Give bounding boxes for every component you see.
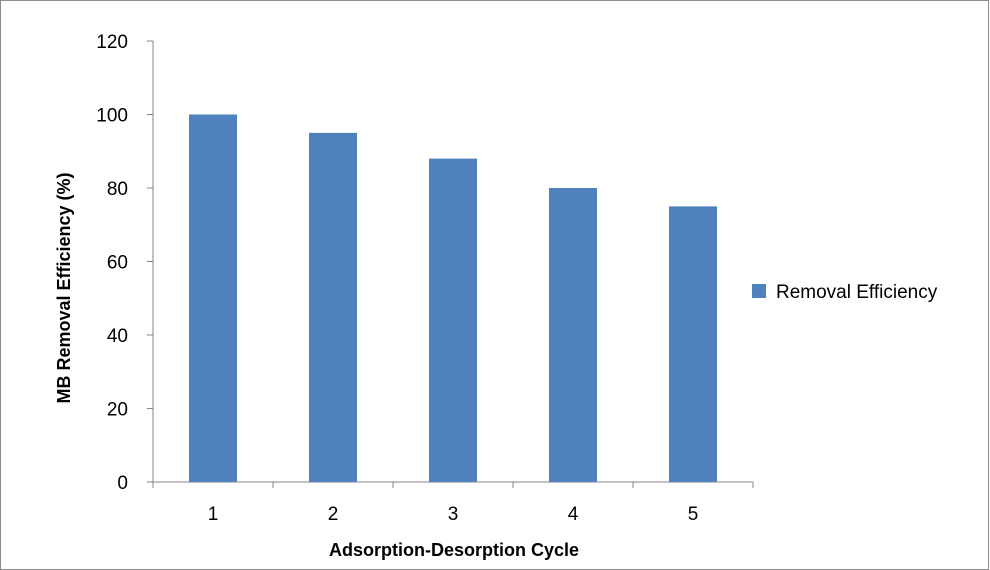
y-axis: 0 20 40 60 80 100 120 bbox=[96, 32, 154, 494]
y-tick-label: 120 bbox=[96, 32, 128, 53]
x-tick-label: 1 bbox=[208, 504, 219, 525]
x-tick-label: 3 bbox=[448, 504, 459, 525]
legend-swatch bbox=[752, 284, 766, 298]
y-tick-label: 60 bbox=[107, 253, 128, 274]
y-tick-label: 80 bbox=[107, 179, 128, 200]
bar-cycle-1 bbox=[189, 114, 237, 482]
y-axis-title: MB Removal Efficiency (%) bbox=[54, 172, 74, 403]
x-axis: 1 2 3 4 5 bbox=[152, 481, 754, 525]
legend: Removal Efficiency bbox=[752, 282, 938, 303]
y-tick-label: 40 bbox=[107, 326, 128, 347]
y-tick-label: 100 bbox=[96, 106, 128, 127]
bar-cycle-2 bbox=[309, 132, 357, 482]
bar-cycle-4 bbox=[549, 188, 597, 482]
x-axis-title: Adsorption-Desorption Cycle bbox=[329, 540, 579, 560]
x-tick-label: 4 bbox=[568, 504, 579, 525]
bar-cycle-3 bbox=[429, 158, 477, 482]
bar-cycle-5 bbox=[669, 206, 717, 482]
x-tick-label: 5 bbox=[688, 504, 699, 525]
bars bbox=[189, 114, 717, 482]
legend-label: Removal Efficiency bbox=[776, 282, 938, 303]
x-tick-label: 2 bbox=[328, 504, 339, 525]
y-tick-label: 0 bbox=[117, 473, 128, 494]
y-tick-label: 20 bbox=[107, 400, 128, 421]
